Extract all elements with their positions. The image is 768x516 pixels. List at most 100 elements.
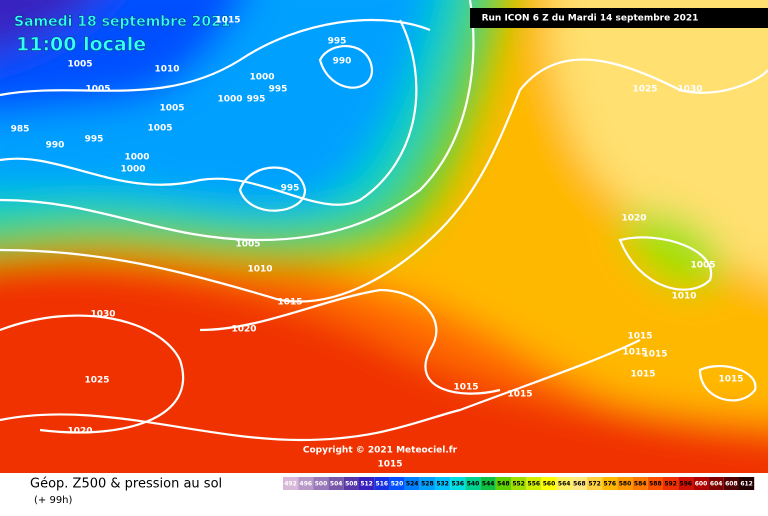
scale-swatch xyxy=(313,477,329,490)
isobar-label: 985 xyxy=(11,125,30,135)
isobar xyxy=(199,288,501,395)
scale-swatch xyxy=(663,477,679,490)
scale-label: 512 xyxy=(360,481,373,488)
isobar-label: 1000 xyxy=(124,153,149,163)
scale-label: 596 xyxy=(680,481,693,488)
isobar-labels: 1015 995 990 1005 1010 1000 995 1000 995 1005 1005… xyxy=(11,16,744,470)
isobar-label: 1025 xyxy=(84,376,109,386)
scale-label: 548 xyxy=(497,481,510,488)
isobar-label: 1020 xyxy=(621,214,646,224)
time: 11:00 locale xyxy=(16,34,146,56)
isobar-label: 995 xyxy=(281,184,300,194)
scale-label: 576 xyxy=(604,481,617,488)
scale-label: 568 xyxy=(573,481,586,488)
scale-swatch xyxy=(404,477,420,490)
scale-label: 600 xyxy=(695,481,708,488)
isobar-label: 1005 xyxy=(690,261,715,271)
scale-label: 544 xyxy=(482,481,495,488)
scale-swatch xyxy=(647,477,663,490)
scale-swatch xyxy=(343,477,359,490)
isobar-label: 995 xyxy=(247,95,266,105)
isobar-label: 1000 xyxy=(249,73,274,83)
isobar-label: 1015 xyxy=(627,332,652,342)
isobar-label: 1005 xyxy=(159,104,184,114)
scale-swatch xyxy=(465,477,481,490)
isobar-label: 1015 xyxy=(622,348,647,358)
isobar-label: 1030 xyxy=(90,310,115,320)
scale-swatch xyxy=(678,477,694,490)
isobar-label: 995 xyxy=(85,135,104,145)
isobar xyxy=(618,236,713,291)
isobar-label: 990 xyxy=(46,141,65,151)
scale-swatch xyxy=(389,477,405,490)
run-info: Run ICON 6 Z du Mardi 14 septembre 2021 xyxy=(482,14,699,24)
scale-swatch xyxy=(450,477,466,490)
scale-swatch xyxy=(283,477,299,490)
isobar-label: 1015 xyxy=(718,375,743,385)
scale-label: 580 xyxy=(619,481,632,488)
isobar-label: 1010 xyxy=(247,265,272,275)
scale-swatch xyxy=(374,477,390,490)
isobar xyxy=(318,45,374,89)
scale-label: 508 xyxy=(345,481,358,488)
isobars xyxy=(0,0,768,440)
scale-label: 524 xyxy=(406,481,419,488)
isobar xyxy=(698,365,757,402)
scale-label: 556 xyxy=(528,481,541,488)
isobar-label: 1020 xyxy=(67,427,92,437)
isobar-label: 995 xyxy=(328,37,347,47)
scale-label: 520 xyxy=(391,481,404,488)
scale-label: 552 xyxy=(512,481,525,488)
color-scale: 492 496 500 504 508 512 516 520 524 528 532 536 540 5… xyxy=(283,477,755,490)
scale-swatch xyxy=(359,477,375,490)
isobar-label: 1015 xyxy=(630,370,655,380)
isobar-label: 1025 xyxy=(632,85,657,95)
scale-swatch xyxy=(328,477,344,490)
isobar-label: 1000 xyxy=(217,95,242,105)
scale-swatch xyxy=(723,477,739,490)
scale-label: 528 xyxy=(421,481,434,488)
isobar-label: 1005 xyxy=(85,85,110,95)
scale-label: 532 xyxy=(436,481,449,488)
isobar xyxy=(0,314,185,434)
scale-swatch xyxy=(480,477,496,490)
scale-label: 504 xyxy=(330,481,343,488)
scale-label: 560 xyxy=(543,481,556,488)
scale-label: 608 xyxy=(725,481,738,488)
scale-swatch xyxy=(617,477,633,490)
scale-swatch xyxy=(541,477,557,490)
scale-label: 604 xyxy=(710,481,723,488)
scale-swatch xyxy=(556,477,572,490)
scale-swatch xyxy=(511,477,527,490)
scale-label: 540 xyxy=(467,481,480,488)
isobar-label: 1000 xyxy=(120,165,145,175)
legend-title: Géop. Z500 & pression au sol xyxy=(30,477,222,492)
scale-swatch xyxy=(632,477,648,490)
isobar xyxy=(238,166,307,212)
copyright: Copyright © 2021 Meteociel.fr xyxy=(303,446,458,456)
isobar xyxy=(0,18,431,97)
isobar-label: 990 xyxy=(333,57,352,67)
scale-label: 564 xyxy=(558,481,571,488)
scale-label: 536 xyxy=(452,481,465,488)
isobar-label: 1005 xyxy=(67,60,92,70)
scale-label: 592 xyxy=(664,481,677,488)
scale-swatch xyxy=(693,477,709,490)
isobar-label: 1005 xyxy=(147,124,172,134)
scale-swatch xyxy=(526,477,542,490)
scale-label: 496 xyxy=(300,481,313,488)
scale-swatch xyxy=(298,477,314,490)
scale-swatch xyxy=(571,477,587,490)
date: Samedi 18 septembre 2021 xyxy=(14,14,231,30)
scale-label: 500 xyxy=(315,481,328,488)
scale-label: 492 xyxy=(284,481,297,488)
isobar-label: 1015 xyxy=(377,460,402,470)
isobar-label: 1020 xyxy=(231,325,256,335)
scale-swatch xyxy=(419,477,435,490)
isobar-label: 995 xyxy=(269,85,288,95)
isobar-label: 1010 xyxy=(154,65,179,75)
isobar-label: 1015 xyxy=(507,390,532,400)
